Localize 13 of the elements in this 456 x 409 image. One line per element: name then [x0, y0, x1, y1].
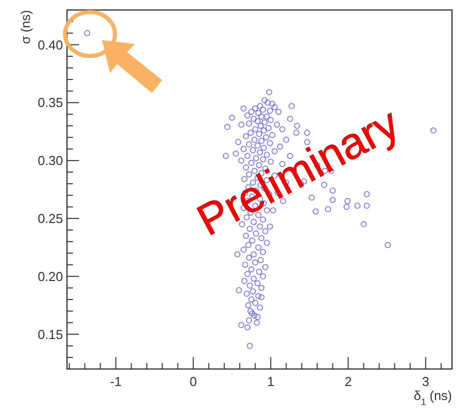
y-tick-label: 0.15 [38, 326, 63, 342]
x-tick-label: 1 [267, 374, 274, 389]
x-tick-label: 3 [422, 374, 430, 389]
y-tick-label: 0.40 [38, 37, 63, 52]
y-tick-label: 0.35 [38, 95, 63, 110]
y-tick-label: 0.20 [38, 268, 63, 284]
x-tick-label: -1 [110, 374, 122, 389]
x-tick-label: 2 [344, 374, 352, 389]
x-tick-label: 0 [190, 374, 197, 389]
y-axis-title: σ (ns) [18, 10, 33, 44]
x-axis-title: δ$_{1}$ (ns) [414, 388, 452, 407]
y-tick-label: 0.30 [38, 153, 63, 168]
y-tick-label: 0.25 [38, 211, 63, 226]
